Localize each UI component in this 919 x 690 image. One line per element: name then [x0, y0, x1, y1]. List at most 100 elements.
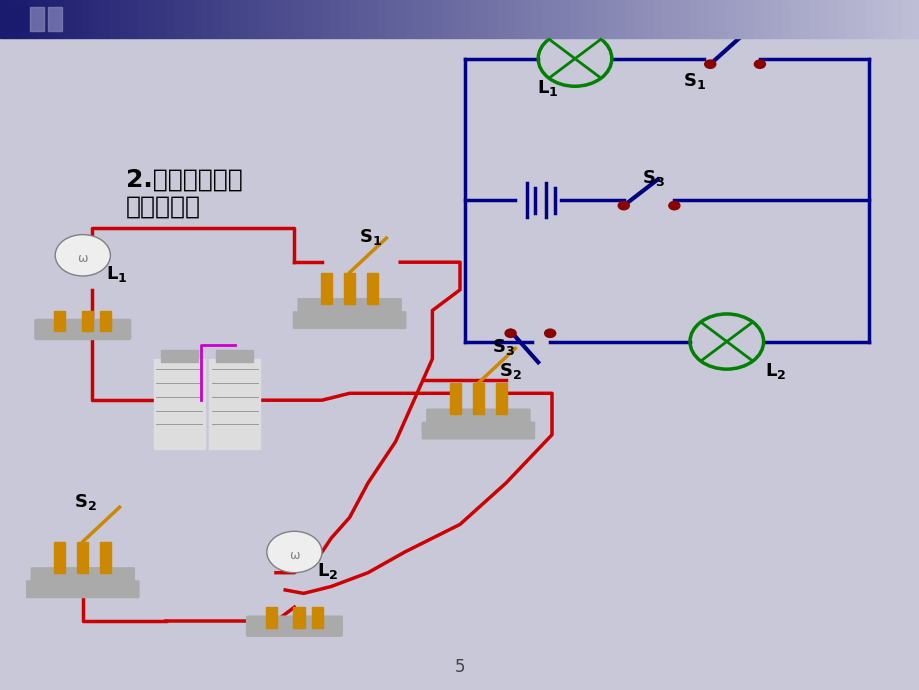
Bar — [216, 350, 253, 362]
Bar — [643, 0, 652, 38]
Bar — [64, 0, 74, 38]
Bar — [901, 0, 910, 38]
Bar — [800, 0, 809, 38]
Bar — [110, 0, 119, 38]
Bar — [845, 0, 855, 38]
Bar — [487, 0, 496, 38]
Bar — [202, 0, 211, 38]
Bar — [744, 0, 754, 38]
Bar — [322, 0, 331, 38]
Bar — [129, 0, 138, 38]
FancyBboxPatch shape — [27, 581, 139, 598]
Bar — [441, 0, 450, 38]
Bar — [836, 0, 845, 38]
Bar — [671, 0, 680, 38]
Text: $\mathbf{S_3}$: $\mathbf{S_3}$ — [492, 337, 515, 357]
Bar — [910, 0, 919, 38]
Bar — [5, 7, 28, 31]
Bar — [809, 0, 818, 38]
Circle shape — [55, 235, 110, 276]
Text: $\mathbf{S_1}$: $\mathbf{S_1}$ — [682, 71, 705, 91]
Bar — [469, 0, 478, 38]
Circle shape — [668, 201, 679, 210]
Bar — [855, 0, 864, 38]
Bar — [175, 0, 184, 38]
Bar — [9, 0, 18, 38]
Bar — [100, 310, 111, 331]
FancyBboxPatch shape — [298, 299, 401, 313]
FancyBboxPatch shape — [35, 319, 130, 339]
Bar — [77, 542, 88, 573]
Bar — [28, 0, 37, 38]
Bar — [147, 0, 156, 38]
Text: 5: 5 — [454, 658, 465, 676]
Bar — [54, 310, 65, 331]
Bar — [46, 0, 55, 38]
Text: $\mathbf{S_2}$: $\mathbf{S_2}$ — [498, 361, 521, 381]
Bar — [873, 0, 882, 38]
Bar — [432, 0, 441, 38]
Bar — [312, 607, 323, 628]
Bar — [414, 0, 423, 38]
Bar — [542, 0, 551, 38]
Bar — [285, 0, 294, 38]
Bar — [230, 0, 239, 38]
Bar — [698, 0, 708, 38]
Bar — [239, 0, 248, 38]
Text: $\mathbf{L_1}$: $\mathbf{L_1}$ — [537, 78, 558, 98]
Bar — [119, 0, 129, 38]
Bar — [579, 0, 588, 38]
Text: $\mathbf{S_3}$: $\mathbf{S_3}$ — [641, 168, 664, 188]
Bar — [82, 310, 93, 331]
Bar — [184, 0, 193, 38]
Bar — [882, 0, 891, 38]
Bar — [74, 0, 83, 38]
Bar — [763, 0, 772, 38]
FancyBboxPatch shape — [246, 616, 342, 636]
Bar — [495, 383, 506, 414]
Bar — [221, 0, 230, 38]
Bar — [395, 0, 404, 38]
Bar — [92, 0, 101, 38]
Bar — [449, 383, 460, 414]
Bar — [349, 0, 358, 38]
Bar — [561, 0, 570, 38]
Bar — [625, 0, 634, 38]
FancyBboxPatch shape — [31, 568, 134, 582]
FancyBboxPatch shape — [426, 409, 529, 423]
Bar — [616, 0, 625, 38]
Bar — [386, 0, 395, 38]
Bar — [18, 0, 28, 38]
Bar — [30, 7, 44, 31]
Bar — [588, 0, 597, 38]
Bar — [193, 0, 202, 38]
Bar — [257, 0, 267, 38]
Bar — [340, 0, 349, 38]
Bar — [524, 0, 533, 38]
Bar — [689, 0, 698, 38]
Bar — [0, 0, 9, 38]
Text: $\mathbf{L_1}$: $\mathbf{L_1}$ — [106, 264, 127, 284]
Bar — [634, 0, 643, 38]
Bar — [367, 273, 378, 304]
Bar — [377, 0, 386, 38]
Bar — [156, 0, 165, 38]
Bar — [165, 0, 175, 38]
Bar — [515, 0, 524, 38]
Circle shape — [754, 60, 765, 68]
FancyBboxPatch shape — [422, 422, 534, 439]
Bar — [276, 0, 285, 38]
Bar — [827, 0, 836, 38]
Bar — [368, 0, 377, 38]
Bar — [772, 0, 781, 38]
FancyBboxPatch shape — [293, 312, 405, 328]
Bar — [680, 0, 689, 38]
Bar — [161, 350, 198, 362]
Circle shape — [544, 329, 555, 337]
Bar — [266, 607, 277, 628]
Bar — [781, 0, 790, 38]
Bar — [570, 0, 579, 38]
Bar — [726, 0, 735, 38]
Bar — [358, 0, 368, 38]
Bar — [211, 0, 221, 38]
